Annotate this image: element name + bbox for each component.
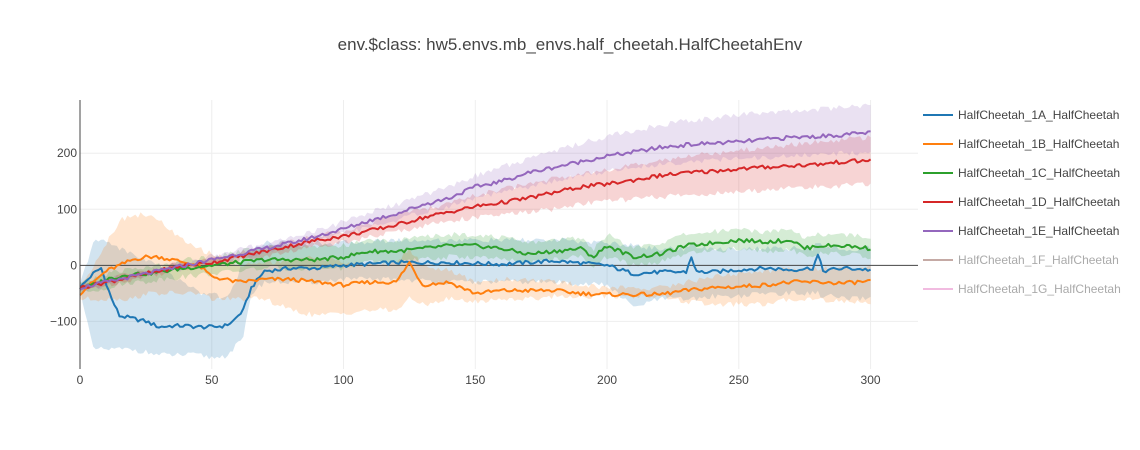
series-band [80, 227, 871, 295]
series-line [79, 238, 871, 290]
series-line [79, 253, 872, 330]
x-tick-label: 150 [465, 373, 485, 387]
x-tick-label: 0 [77, 373, 84, 387]
legend-label: HalfCheetah_1A_HalfCheetah [958, 108, 1119, 122]
legend-label: HalfCheetah_1G_HalfCheetah [958, 282, 1121, 296]
x-tick-label: 100 [334, 373, 354, 387]
series-band [80, 212, 871, 318]
legend: HalfCheetah_1A_HalfCheetah HalfCheetah_1B… [923, 108, 1121, 296]
y-tick-label: 100 [57, 202, 77, 216]
series-line [79, 254, 871, 298]
legend-item[interactable]: HalfCheetah_1G_HalfCheetah [923, 282, 1121, 296]
chart-title: env.$class: hw5.envs.mb_envs.half_cheeta… [338, 35, 803, 54]
legend-item[interactable]: HalfCheetah_1B_HalfCheetah [923, 137, 1119, 151]
x-tick-label: 300 [861, 373, 881, 387]
legend-item[interactable]: HalfCheetah_1A_HalfCheetah [923, 108, 1119, 122]
x-tick-label: 200 [597, 373, 617, 387]
series-band [80, 237, 871, 360]
legend-item[interactable]: HalfCheetah_1C_HalfCheetah [923, 166, 1120, 180]
legend-label: HalfCheetah_1C_HalfCheetah [958, 166, 1120, 180]
plot-area [79, 100, 918, 369]
x-tick-label: 250 [729, 373, 749, 387]
y-tick-label: 0 [70, 258, 77, 272]
legend-item[interactable]: HalfCheetah_1F_HalfCheetah [923, 253, 1119, 267]
legend-label: HalfCheetah_1B_HalfCheetah [958, 137, 1119, 151]
legend-label: HalfCheetah_1E_HalfCheetah [958, 224, 1119, 238]
legend-label: HalfCheetah_1F_HalfCheetah [958, 253, 1119, 267]
legend-item[interactable]: HalfCheetah_1D_HalfCheetah [923, 195, 1120, 209]
series-lines [79, 130, 872, 330]
gridlines [79, 100, 918, 369]
y-tick-label: −100 [50, 314, 77, 328]
series-line [79, 130, 871, 291]
x-axis-ticks: 0 50 100 150 200 250 300 [77, 373, 881, 387]
series-line [79, 158, 872, 290]
legend-label: HalfCheetah_1D_HalfCheetah [958, 195, 1120, 209]
legend-item[interactable]: HalfCheetah_1E_HalfCheetah [923, 224, 1119, 238]
y-axis-ticks: −100 0 100 200 [50, 146, 77, 328]
x-tick-label: 50 [205, 373, 219, 387]
y-tick-label: 200 [57, 146, 77, 160]
